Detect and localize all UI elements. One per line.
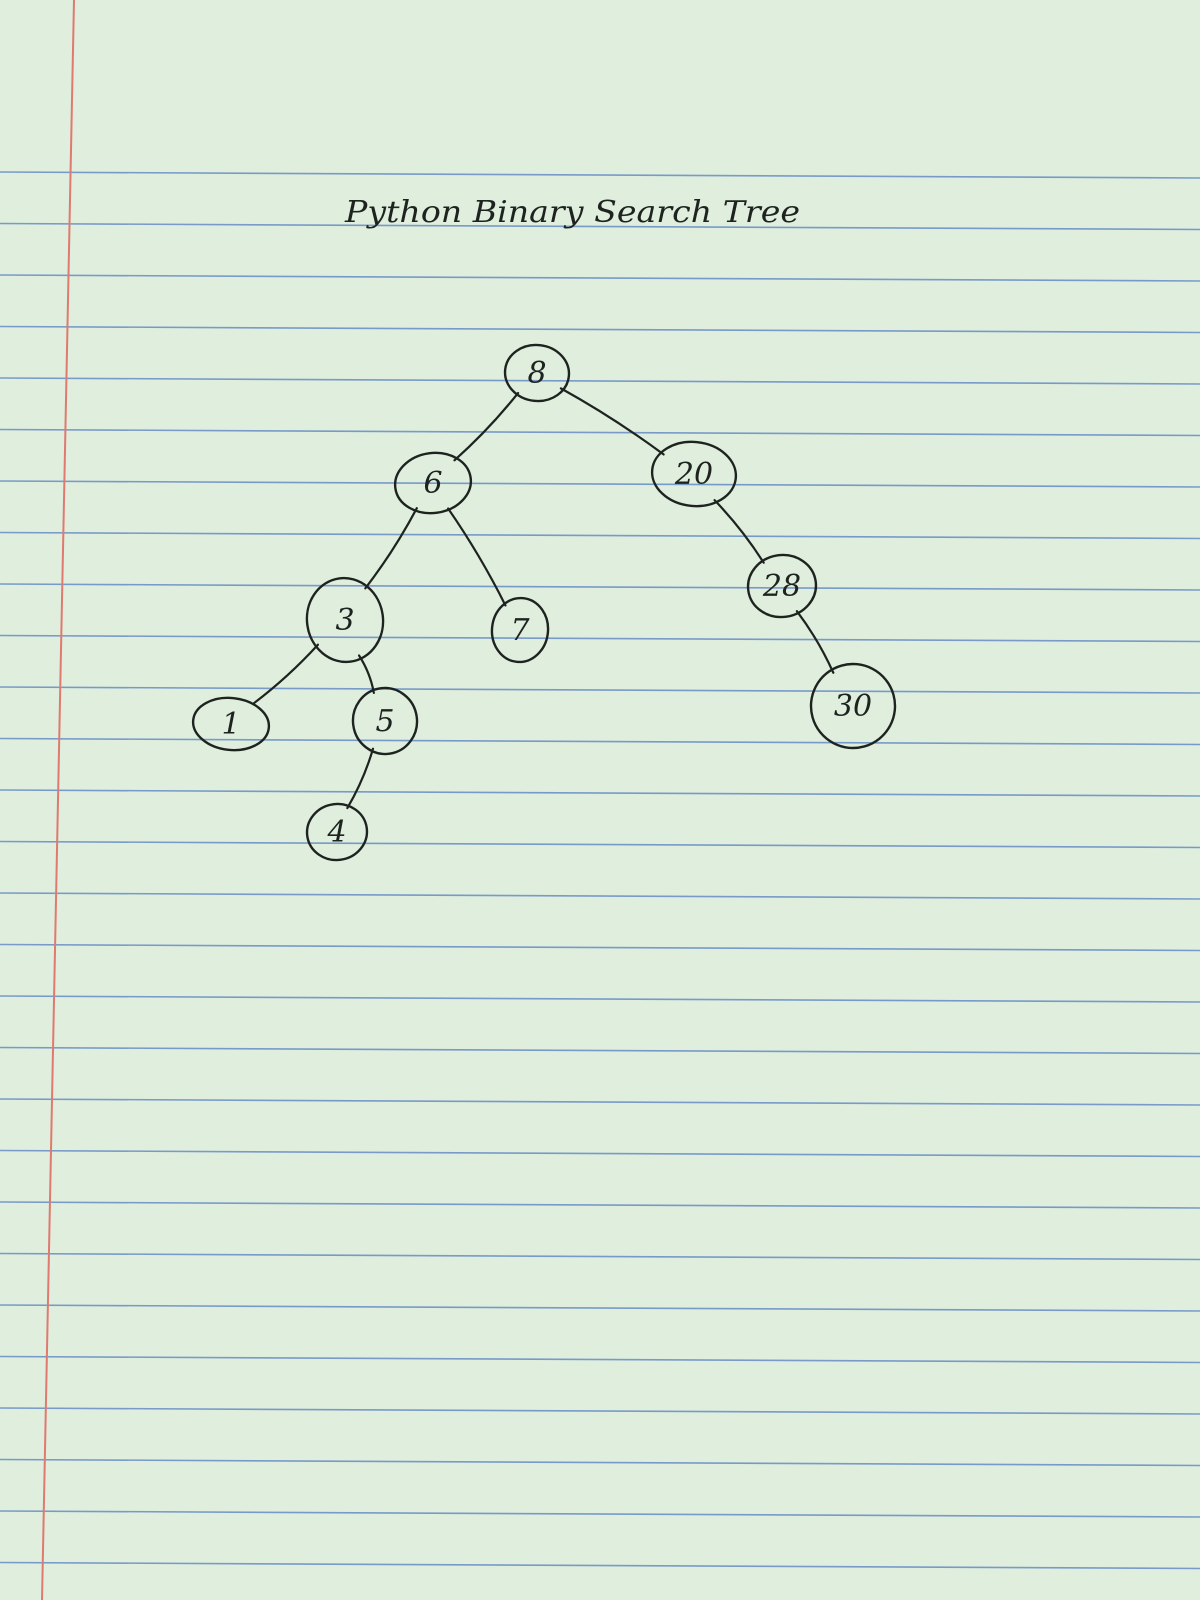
tree-edge-n3-n1 bbox=[252, 643, 320, 705]
ruled-line bbox=[0, 1098, 1200, 1106]
node-circle bbox=[503, 343, 571, 403]
ruled-line bbox=[0, 428, 1200, 437]
tree-edge-n3-n5 bbox=[357, 654, 375, 694]
node-label: 8 bbox=[527, 356, 546, 391]
node-circle bbox=[746, 553, 818, 619]
node-label: 28 bbox=[762, 569, 801, 604]
tree-edge-n6-n7 bbox=[447, 507, 507, 607]
node-circle bbox=[305, 576, 385, 664]
ruled-line bbox=[0, 1252, 1200, 1261]
margin-line bbox=[41, 0, 75, 1600]
ruled-line bbox=[0, 1355, 1200, 1364]
ruled-line bbox=[0, 943, 1200, 952]
tree-edges bbox=[252, 387, 835, 810]
ruled-line bbox=[0, 222, 1200, 231]
tree-edge-n8-n20 bbox=[559, 387, 665, 456]
ruled-line bbox=[0, 1304, 1200, 1312]
tree-node-8: 8 bbox=[503, 343, 571, 403]
ruled-line bbox=[0, 274, 1200, 282]
ruled-line bbox=[0, 377, 1200, 385]
page-title: Python Binary Search Tree bbox=[344, 195, 800, 230]
tree-node-7: 7 bbox=[490, 596, 550, 664]
tree-edge-n6-n3 bbox=[364, 507, 418, 590]
ruled-line bbox=[0, 737, 1200, 746]
tree-node-30: 30 bbox=[809, 662, 897, 750]
node-label: 5 bbox=[375, 704, 394, 739]
node-label: 6 bbox=[423, 466, 442, 501]
tree-node-6: 6 bbox=[393, 451, 473, 515]
ruled-line bbox=[0, 995, 1200, 1003]
node-circle bbox=[191, 696, 271, 752]
tree-node-1: 1 bbox=[191, 696, 271, 752]
ruled-line bbox=[0, 171, 1200, 179]
node-label: 4 bbox=[326, 815, 346, 850]
node-circle bbox=[351, 686, 419, 756]
ruled-line bbox=[0, 480, 1200, 488]
ruled-line bbox=[0, 1561, 1200, 1570]
ruled-line bbox=[0, 634, 1200, 643]
ruled-line bbox=[0, 840, 1200, 849]
ruled-line bbox=[0, 892, 1200, 900]
ruled-line bbox=[0, 1201, 1200, 1209]
node-circle bbox=[305, 802, 369, 862]
ruled-line bbox=[0, 531, 1200, 540]
tree-node-4: 4 bbox=[305, 802, 369, 862]
ruled-line bbox=[0, 325, 1200, 334]
tree-edge-n28-n30 bbox=[795, 610, 835, 674]
tree-edge-n8-n6 bbox=[453, 391, 520, 462]
node-circle bbox=[490, 596, 550, 664]
ruled-line bbox=[0, 789, 1200, 797]
tree-node-5: 5 bbox=[351, 686, 419, 756]
ruled-line bbox=[0, 1149, 1200, 1158]
node-label: 20 bbox=[674, 457, 713, 492]
node-circle bbox=[809, 662, 897, 750]
tree-node-3: 3 bbox=[305, 576, 385, 664]
node-circle bbox=[393, 451, 473, 515]
tree-node-20: 20 bbox=[650, 440, 738, 508]
tree-nodes: 8 6 20 3 7 28 1 5 30 4 bbox=[191, 343, 897, 862]
ruled-line bbox=[0, 1458, 1200, 1467]
tree-node-28: 28 bbox=[746, 553, 818, 619]
ruled-line bbox=[0, 1510, 1200, 1518]
ruled-line bbox=[0, 583, 1200, 591]
ruled-lines bbox=[0, 171, 1200, 1570]
tree-edge-n5-n4 bbox=[346, 747, 375, 810]
ruled-line bbox=[0, 686, 1200, 694]
node-label: 1 bbox=[221, 707, 240, 742]
ruled-line bbox=[0, 1407, 1200, 1415]
tree-edge-n20-n28 bbox=[713, 499, 765, 564]
node-circle bbox=[650, 440, 738, 508]
node-label: 7 bbox=[510, 613, 530, 648]
node-label: 30 bbox=[834, 689, 872, 724]
ruled-line bbox=[0, 1046, 1200, 1055]
node-label: 3 bbox=[335, 603, 354, 638]
